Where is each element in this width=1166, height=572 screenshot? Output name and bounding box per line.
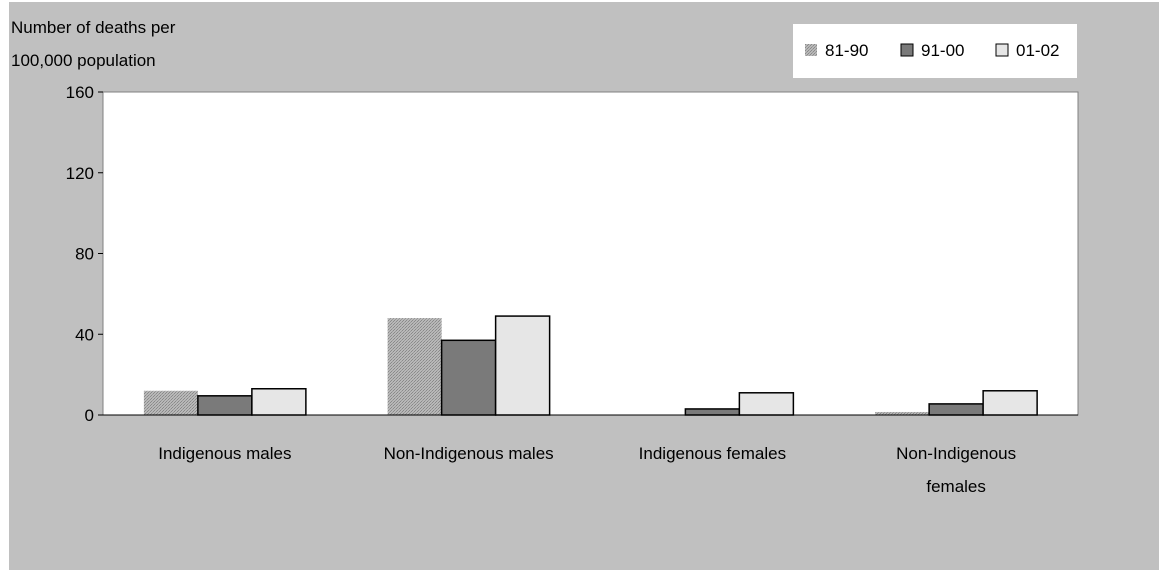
x-axis-labels: Indigenous males Non-Indigenous males Indi… [158,444,1016,496]
y-axis-label-line-2: 100,000 population [11,51,156,70]
y-tick-label: 0 [85,406,94,425]
bar-81-90 [143,390,198,415]
y-tick-label: 120 [66,164,94,183]
legend-label-01-02: 01-02 [1016,41,1059,60]
legend-box [793,24,1077,78]
legend-label-91-00: 91-00 [921,41,964,60]
category-label: females [926,477,986,496]
y-axis-label-line-1: Number of deaths per [11,18,176,37]
legend-swatch-91-00 [900,43,914,57]
legend: 81-90 91-00 01-02 [793,24,1077,78]
bars [103,315,1078,416]
bar-91-00 [928,403,984,416]
bar-01-02 [982,390,1038,416]
bar-01-02 [494,315,551,416]
category-label: Non-Indigenous [896,444,1016,463]
bar-91-00 [684,408,741,416]
bar-01-02 [738,392,795,416]
bar-01-02 [251,388,307,416]
y-tick-label: 40 [75,325,94,344]
category-label: Non-Indigenous males [384,444,554,463]
legend-label-81-90: 81-90 [825,41,868,60]
legend-swatch-81-90 [805,44,817,56]
bar-81-90 [875,411,930,415]
y-tick-label: 80 [75,245,94,264]
bar-91-00 [197,395,253,416]
bar-81-90 [387,318,442,415]
legend-swatch-01-02 [995,43,1009,57]
plot-area [102,91,1079,416]
bar-91-00 [440,339,497,416]
y-axis: 0 40 80 120 160 [66,83,103,425]
category-label: Indigenous females [639,444,786,463]
category-label: Indigenous males [158,444,291,463]
y-tick-label: 160 [66,83,94,102]
